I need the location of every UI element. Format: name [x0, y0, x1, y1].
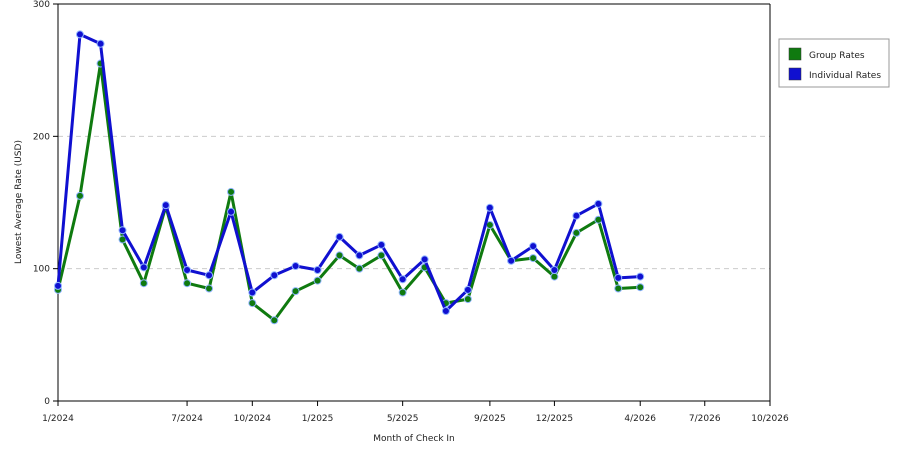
data-point — [183, 265, 192, 274]
series-line-2 — [56, 32, 641, 313]
y-axis-title: Lowest Average Rate (USD) — [14, 140, 24, 264]
data-point — [398, 288, 407, 297]
x-tick-label: 9/2025 — [474, 414, 506, 424]
x-tick-label: 7/2024 — [171, 414, 203, 424]
series-layer — [54, 30, 645, 325]
legend-label: Individual Rates — [809, 71, 881, 81]
data-point — [291, 287, 300, 296]
data-point — [139, 279, 148, 288]
data-point — [205, 271, 214, 280]
data-point — [485, 203, 494, 212]
data-point — [335, 232, 344, 241]
data-point — [594, 199, 603, 208]
legend: Group Rates Individual Rates — [778, 38, 890, 88]
data-point — [614, 273, 623, 282]
y-tick-label: 200 — [33, 132, 50, 142]
data-point — [118, 235, 127, 244]
data-point — [75, 30, 84, 39]
data-point — [377, 240, 386, 249]
data-point — [335, 251, 344, 260]
data-point — [54, 281, 62, 290]
x-tick-label: 1/2024 — [42, 414, 74, 424]
x-tick-label: 10/2026 — [751, 414, 789, 424]
data-point — [420, 255, 429, 264]
data-point — [313, 265, 322, 274]
data-point — [636, 283, 645, 292]
data-point — [572, 211, 581, 220]
data-point — [75, 191, 84, 200]
legend-swatch — [788, 47, 802, 61]
data-point — [463, 295, 472, 304]
x-tick-label: 12/2025 — [536, 414, 573, 424]
axis-layer: 0 100 200 300 1/2024 7/2024 10/2024 1/2025 5/202… — [33, 0, 789, 424]
data-point — [183, 279, 192, 288]
data-point — [463, 285, 472, 294]
x-tick-label: 4/2026 — [624, 414, 656, 424]
legend-swatch — [788, 67, 802, 81]
x-tick-label: 7/2026 — [689, 414, 721, 424]
data-point — [248, 299, 257, 308]
data-point — [398, 275, 407, 284]
y-tick-label: 0 — [44, 397, 50, 407]
data-point — [313, 276, 322, 285]
data-point — [161, 201, 170, 210]
y-tick-label: 100 — [33, 265, 50, 275]
data-point — [227, 187, 236, 196]
data-point — [248, 288, 257, 297]
x-tick-label: 1/2025 — [302, 414, 334, 424]
data-point — [441, 307, 450, 316]
data-point — [529, 254, 538, 263]
data-point — [614, 284, 623, 293]
x-tick-label: 5/2025 — [387, 414, 419, 424]
data-point — [291, 262, 300, 271]
data-point — [96, 39, 105, 48]
data-point — [507, 256, 516, 265]
data-point — [377, 251, 386, 260]
data-point — [205, 284, 214, 293]
data-point — [355, 264, 364, 273]
data-point — [529, 242, 538, 251]
plot-area — [58, 4, 770, 401]
legend-label: Group Rates — [809, 51, 865, 61]
data-point — [572, 228, 581, 237]
x-tick-label: 10/2024 — [234, 414, 272, 424]
data-point — [550, 272, 559, 281]
data-point — [636, 272, 645, 281]
data-point — [270, 271, 279, 280]
data-point — [270, 316, 279, 325]
data-point — [227, 207, 236, 216]
data-point — [118, 226, 127, 235]
data-point — [355, 251, 364, 260]
y-tick-label: 300 — [33, 0, 50, 10]
data-point — [139, 263, 148, 272]
series-line-1 — [56, 62, 641, 322]
data-point — [550, 265, 559, 274]
x-axis-title: Month of Check In — [373, 434, 455, 444]
